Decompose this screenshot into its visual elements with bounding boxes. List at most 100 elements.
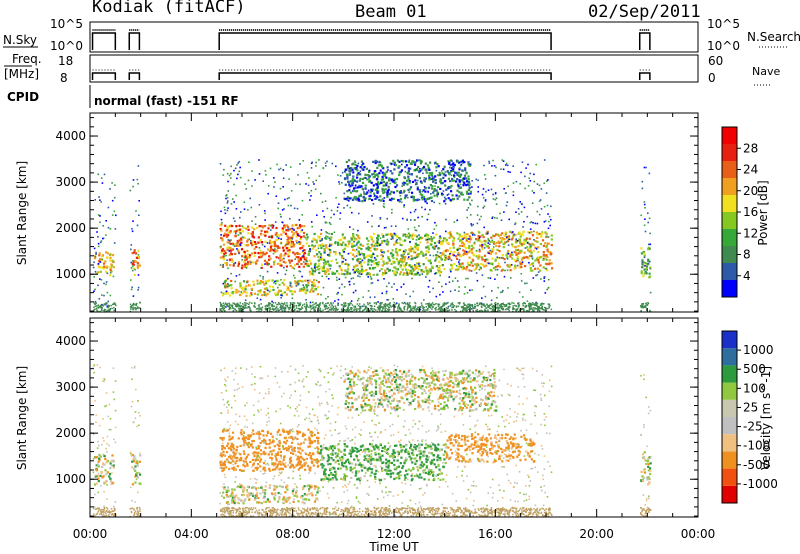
cell [315, 279, 318, 282]
cell [348, 183, 351, 186]
cell [305, 302, 308, 304]
cell [518, 304, 521, 306]
cell [384, 172, 387, 175]
cell [354, 308, 356, 310]
cell [434, 175, 437, 178]
cell [341, 233, 344, 236]
cell [248, 305, 250, 308]
cell [411, 247, 414, 250]
cell [411, 277, 413, 280]
cell [282, 177, 285, 179]
cell [271, 305, 273, 308]
cell [370, 264, 373, 266]
cell [342, 249, 345, 252]
cell [357, 250, 360, 253]
cell [529, 263, 532, 266]
cell [370, 243, 373, 246]
cpid-label: CPID [7, 90, 39, 104]
cell [376, 265, 379, 268]
cell [426, 234, 429, 237]
cell [220, 210, 222, 213]
cell [271, 226, 274, 229]
cell [524, 187, 526, 190]
cell [225, 197, 227, 200]
cell [408, 234, 412, 237]
cell [268, 235, 271, 238]
cell [519, 251, 522, 254]
cell [539, 234, 543, 237]
cell [346, 177, 349, 180]
cell [307, 184, 310, 187]
cell [376, 196, 379, 199]
cell [308, 259, 311, 262]
cell [407, 257, 410, 260]
cell [507, 302, 509, 305]
cell [228, 455, 231, 459]
cell [136, 476, 140, 479]
cell [264, 452, 267, 455]
cell [330, 232, 333, 236]
cell [534, 222, 537, 225]
cell [454, 308, 456, 311]
cell [359, 270, 362, 273]
cell [100, 306, 102, 309]
cell [219, 264, 222, 266]
cell [317, 244, 320, 247]
cell [264, 263, 266, 265]
cell [344, 263, 347, 265]
cell [487, 277, 490, 279]
cell [274, 221, 277, 223]
cell [252, 439, 255, 443]
cell [477, 264, 480, 266]
cell [514, 304, 516, 307]
cell [97, 173, 99, 176]
cell [460, 240, 463, 243]
cell [303, 251, 307, 255]
cell [312, 247, 315, 250]
cell [297, 234, 299, 237]
cell [336, 279, 338, 281]
cell [494, 174, 497, 177]
cell [377, 308, 380, 310]
cell [363, 197, 366, 200]
cell [517, 208, 520, 210]
cell [469, 163, 472, 166]
cell [380, 249, 383, 252]
cell [301, 464, 304, 467]
cell [406, 309, 409, 311]
cell [456, 178, 459, 181]
cell [465, 180, 469, 183]
cell [428, 237, 431, 241]
cell [337, 243, 340, 246]
cell [304, 468, 307, 471]
cell [280, 264, 283, 267]
cell [423, 180, 426, 183]
cell [508, 253, 511, 256]
cell [511, 243, 514, 246]
cell [463, 307, 466, 309]
cell [290, 230, 294, 233]
cell [274, 248, 276, 250]
cell [111, 254, 115, 257]
cell [523, 302, 525, 304]
cell [344, 305, 346, 307]
cell [468, 250, 471, 253]
cell [309, 248, 311, 251]
cell [391, 208, 393, 211]
cell [229, 307, 232, 310]
cell [547, 179, 549, 181]
cell [328, 304, 331, 306]
cell [350, 197, 353, 199]
cell [417, 272, 419, 274]
cell [345, 160, 348, 164]
cell [294, 282, 297, 285]
cell [522, 226, 524, 228]
cell [461, 268, 464, 271]
cell [281, 281, 284, 284]
cell [253, 302, 256, 304]
cell [640, 306, 643, 308]
cell [431, 176, 434, 179]
cell [226, 246, 229, 249]
cell [262, 434, 265, 437]
cell [400, 244, 403, 247]
